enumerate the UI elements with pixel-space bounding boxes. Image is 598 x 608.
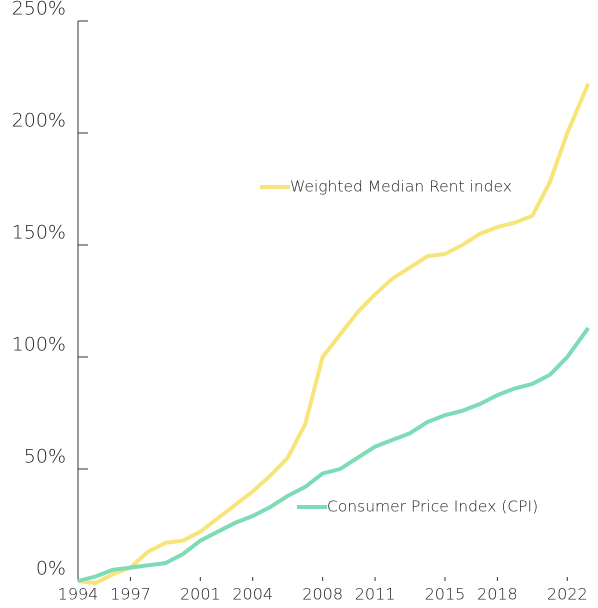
legend-label: Weighted Median Rent index [290,178,512,196]
y-tick-label: 50% [24,446,66,468]
y-tick-label: 250% [12,0,66,20]
x-tick-label: 2018 [477,585,518,604]
series-line [77,82,591,586]
x-tick-label: 2001 [180,585,221,604]
y-tick-label: 0% [36,558,66,580]
x-tick-label: 2008 [302,585,343,604]
series-line [77,326,590,583]
x-tick-label: 2015 [425,585,466,604]
legend-label: Consumer Price Index (CPI) [327,498,538,516]
y-tick-label: 200% [12,110,66,132]
x-tick-label: 2004 [232,585,273,604]
x-tick-label: 1994 [58,585,99,604]
x-tick-label: 2011 [355,585,396,604]
y-tick-label: 100% [12,334,66,356]
y-tick-label: 150% [12,222,66,244]
x-tick-label: 2022 [547,585,588,604]
x-tick-label: 1997 [110,585,151,604]
